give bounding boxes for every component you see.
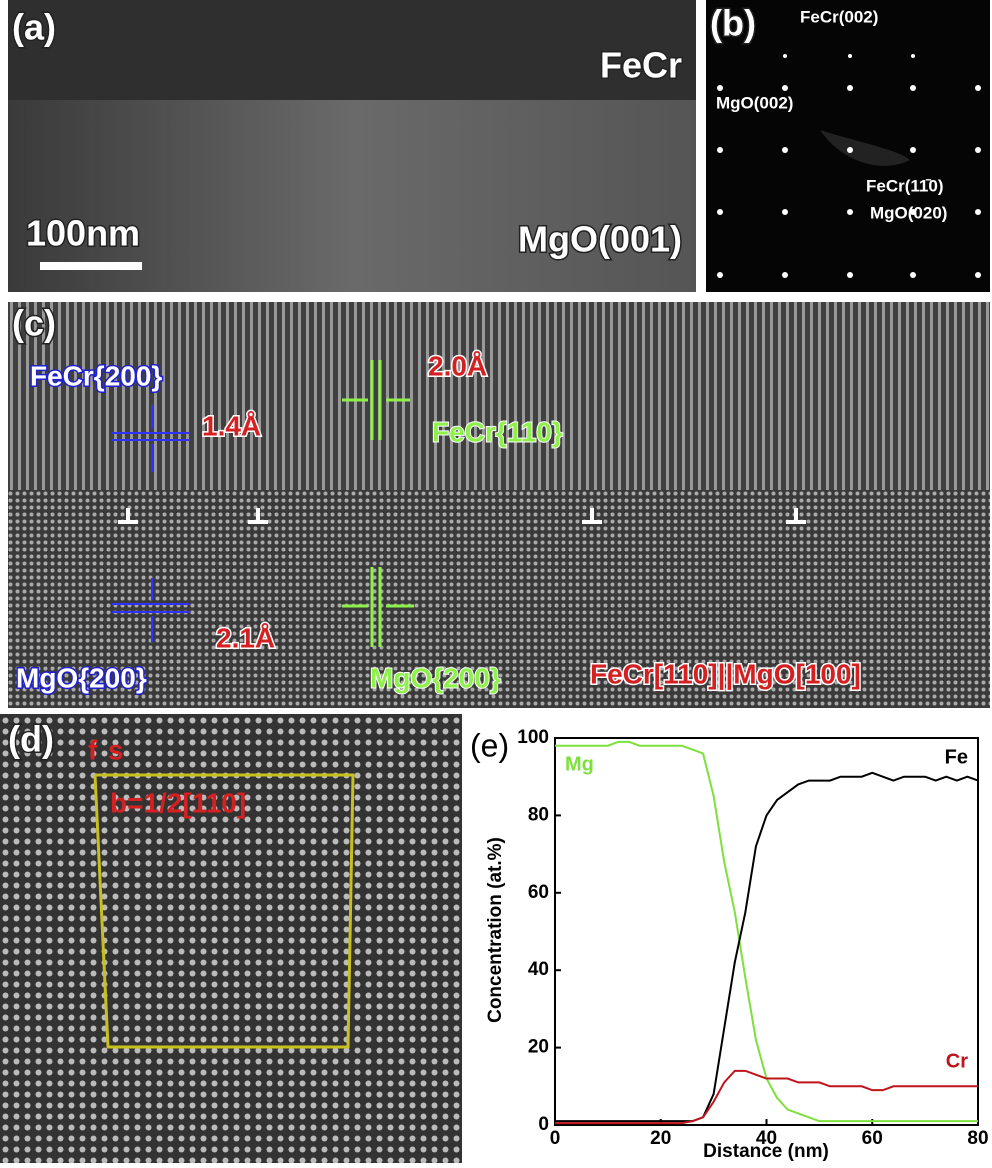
plane-label: FeCr{110} [432, 416, 563, 447]
burgers-label: b=1/2[110] [110, 787, 246, 818]
y-tick-label: 0 [538, 1114, 549, 1135]
plot-frame [555, 738, 978, 1125]
x-tick-label: 20 [650, 1128, 671, 1149]
plane-label: FeCr{200} [30, 360, 162, 391]
panel-label: (c) [12, 303, 56, 344]
spacing-label: 1.4Å [202, 410, 261, 441]
panel-e: (e) Distance (nm) Concentration (at.%) 0… [470, 727, 989, 1162]
spot-label: FeCr(11̄0) [866, 176, 943, 195]
y-axis-label: Concentration (at.%) [485, 837, 506, 1023]
panel-b: (b) FeCr(002) MgO(002) FeCr(11̄0) MgO(02… [706, 0, 990, 292]
x-tick-label: 80 [967, 1128, 988, 1149]
spacing-label: 2.1Å [216, 622, 275, 653]
plane-label: MgO{200} [16, 662, 147, 693]
phase-label: FeCr [600, 45, 682, 86]
series-label: Fe [945, 746, 968, 768]
y-tick-label: 80 [528, 804, 549, 825]
series-line [555, 1071, 978, 1123]
figure: (a) FeCr 100nm MgO(001) (b) FeCr(002) Mg… [0, 0, 992, 1163]
x-tick-label: 60 [862, 1128, 883, 1149]
spot-label: MgO(020) [870, 203, 947, 222]
series-line [555, 742, 978, 1121]
y-tick-label: 40 [528, 959, 549, 980]
plane-label: MgO{200} [370, 662, 501, 693]
circuit-label: s [108, 734, 124, 765]
y-tick-label: 100 [517, 727, 549, 748]
series-label: Cr [946, 1050, 968, 1072]
x-tick-label: 0 [550, 1128, 561, 1149]
panel-label: (a) [12, 7, 56, 48]
spacing-label: 2.0Å [428, 350, 487, 381]
orientation-label: FeCr[110]||MgO[100] [590, 658, 861, 689]
series-label: Mg [565, 753, 594, 775]
y-tick-label: 20 [528, 1037, 549, 1058]
phase-label: MgO(001) [518, 219, 682, 260]
scale-bar-label: 100nm [26, 213, 140, 254]
panel-label: (d) [8, 719, 54, 760]
circuit-label: f [88, 734, 98, 765]
series-line [555, 773, 978, 1121]
x-tick-label: 40 [756, 1128, 777, 1149]
spot-label: MgO(002) [716, 93, 793, 112]
spot-label: FeCr(002) [800, 7, 878, 26]
panel-label: (e) [470, 727, 509, 763]
y-tick-label: 60 [528, 882, 549, 903]
panel-c: (c) FeCr{200} 1.4Å 2.0Å FeCr{110} MgO{20… [8, 302, 990, 708]
panel-d: (d) f s b=1/2[110] [0, 714, 462, 1163]
panel-a: (a) FeCr 100nm MgO(001) [8, 0, 696, 292]
panel-label: (b) [710, 3, 756, 44]
